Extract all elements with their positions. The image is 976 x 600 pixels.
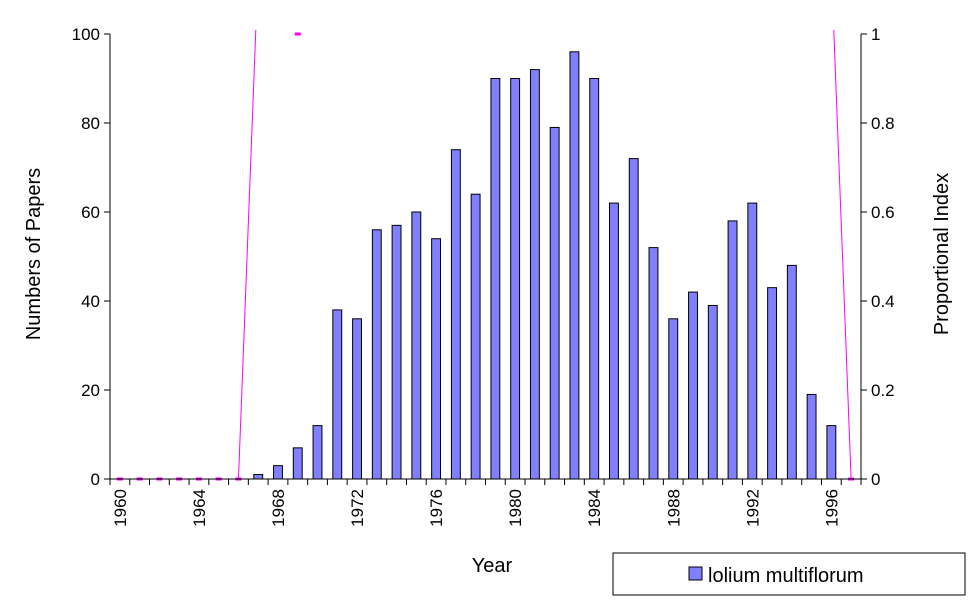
legend-label: lolium multiflorum [708,565,864,587]
bar [589,78,600,480]
y2-axis-title: Proportional Index [931,173,953,335]
bar [510,78,521,480]
x-axis-title: Year [472,555,513,577]
left-axis-ticks: 0 20 40 60 80 100 [72,25,110,489]
left-tick-label: 60 [81,203,100,222]
left-tick-label: 100 [72,25,100,44]
right-tick-label: 1 [871,25,880,44]
right-tick-label: 0 [871,470,880,489]
right-tick-label: 0.2 [871,381,895,400]
bar [312,425,323,480]
right-tick-label: 0.6 [871,203,895,222]
left-tick-label: 80 [81,114,100,133]
bar [549,126,560,480]
x-tick-label: 1984 [585,489,604,527]
x-tick-label: 1980 [506,489,525,527]
bar [826,425,837,480]
bar [411,211,422,480]
bar [668,318,679,480]
x-tick-label: 1996 [822,489,841,527]
bar [332,309,343,480]
x-tick-label: 1960 [111,489,130,527]
bar [747,202,758,480]
legend-swatch [688,566,703,581]
legend-box [612,552,966,596]
x-tick-label: 1992 [743,489,762,527]
right-axis-ticks: 0 0.2 0.4 0.6 0.8 1 [861,25,895,489]
left-tick-label: 0 [91,470,100,489]
bar [431,238,442,480]
bar [628,158,639,480]
proportional-index-line [833,30,852,480]
legend: lolium multiflorum [612,552,966,596]
x-tick-label: 1988 [664,489,683,527]
left-tick-label: 20 [81,381,100,400]
bar [352,318,362,480]
x-tick-label: 1972 [348,489,367,527]
bar [688,291,698,480]
bar [707,304,718,480]
bar [569,51,580,480]
proportional-index-line [119,30,257,480]
y-axis-title: Numbers of Papers [23,168,45,340]
bar [490,78,501,480]
bar [450,149,461,480]
bar [470,193,481,480]
bar [292,447,303,480]
bar [767,287,778,480]
proportional-index-series [116,30,855,481]
x-tick-label: 1968 [269,489,288,527]
bar [391,224,402,480]
bar [648,247,659,480]
bar [786,264,797,480]
bar [727,220,738,480]
right-tick-label: 0.8 [871,114,895,133]
x-tick-label: 1976 [427,489,446,527]
proportional-index-point [294,32,301,36]
bar [529,69,540,480]
x-axis-ticks: 1960 1964 1968 1972 1976 1980 1984 1988 1992 1996 [109,479,862,527]
left-tick-label: 40 [81,292,100,311]
bar-series [253,51,837,480]
bar [609,202,619,480]
right-tick-label: 0.4 [871,292,895,311]
bar [806,393,817,480]
bar [273,465,283,480]
bar [371,229,382,480]
x-tick-label: 1964 [190,489,209,527]
bar [253,474,264,480]
